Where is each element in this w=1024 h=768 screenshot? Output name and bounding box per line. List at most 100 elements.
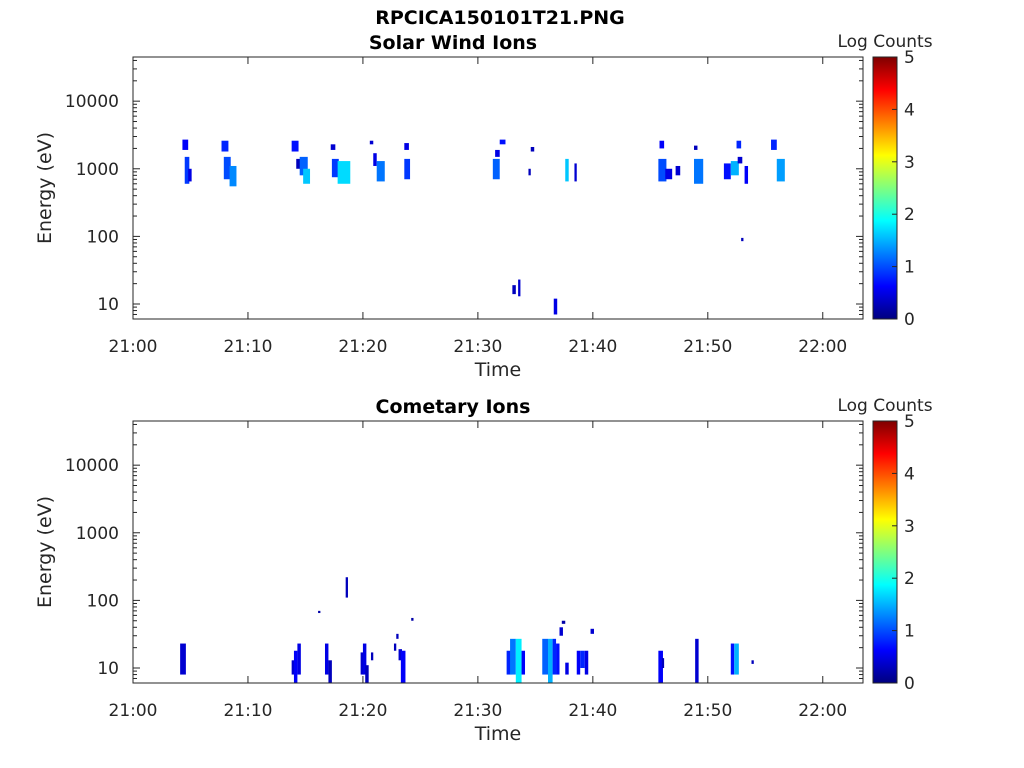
spectrogram-cell: [730, 643, 735, 675]
colorbar: [872, 420, 898, 684]
x-axis-label: Time: [474, 723, 522, 745]
spectrogram-cell: [694, 158, 704, 184]
colorbar-tick-label: 5: [904, 48, 915, 68]
spectrogram-cell: [296, 158, 301, 169]
plot-frame: [132, 56, 864, 320]
colorbar-tick-label: 4: [904, 464, 915, 484]
spectrogram-cell: [331, 158, 339, 178]
spectrogram-cell: [223, 156, 231, 180]
spectrogram-cell: [360, 652, 365, 675]
y-tick-label: 1000: [76, 160, 119, 180]
y-tick-label: 100: [87, 227, 119, 247]
spectrogram-cell: [734, 643, 739, 675]
spectrogram-cell: [398, 649, 403, 661]
x-tick-label: 21:50: [683, 701, 732, 721]
colorbar-tick-label: 5: [904, 412, 915, 432]
x-tick-label: 22:00: [798, 337, 847, 357]
spectrogram-cells: [180, 577, 754, 683]
spectrogram-cell: [751, 660, 754, 664]
y-axis-label: Energy (eV): [34, 496, 56, 608]
spectrogram-cell: [182, 139, 189, 150]
spectrogram-cell: [675, 165, 681, 176]
colorbar-tick-label: 4: [904, 100, 915, 120]
colorbar-tick-label: 0: [904, 310, 915, 330]
spectrogram-cell: [337, 161, 351, 184]
spectrogram-cell: [576, 650, 581, 675]
spectrogram-cell: [548, 638, 553, 683]
spectrogram-cell: [723, 163, 731, 180]
colorbar-tick-label: 2: [904, 205, 915, 225]
spectrogram-cell: [744, 165, 749, 184]
spectrogram-cell: [580, 650, 585, 669]
colorbar-tick-label: 1: [904, 622, 915, 642]
spectrogram-cell: [376, 161, 385, 182]
spectrogram-cell: [694, 145, 698, 150]
spectrogram-cell: [404, 143, 409, 150]
panel-title: Solar Wind Ions: [369, 32, 537, 54]
x-axis-label: Time: [474, 359, 522, 381]
spectrogram-cell: [180, 643, 186, 675]
spectrogram-cell: [736, 140, 742, 149]
spectrogram-cell: [776, 158, 785, 182]
colorbar-tick-label: 2: [904, 569, 915, 589]
spectrogram-cell: [293, 650, 298, 683]
spectrogram-cell: [229, 165, 237, 187]
spectrogram-cell: [553, 298, 558, 315]
spectrogram-cell: [741, 237, 744, 242]
spectrogram-cell: [330, 144, 336, 150]
spectrogram-cell: [506, 650, 513, 675]
spectrogram-cell: [411, 617, 414, 621]
spectrogram-cell: [771, 139, 777, 150]
panel-title: Cometary Ions: [376, 396, 531, 418]
colorbar-tick-label: 3: [904, 153, 915, 173]
spectrogram-cell: [665, 168, 673, 180]
colorbar-tick-label: 1: [904, 258, 915, 278]
spectrogram-cell: [404, 158, 411, 180]
spectrogram-cell: [658, 158, 667, 182]
x-tick-label: 21:20: [338, 337, 387, 357]
spectrogram-cell: [492, 158, 500, 180]
spectrogram-cell: [324, 643, 329, 675]
x-tick-label: 21:20: [338, 701, 387, 721]
spectrogram-cell: [737, 156, 743, 164]
x-tick-label: 21:30: [453, 701, 502, 721]
y-axis-label: Energy (eV): [34, 132, 56, 244]
spectrogram-cell: [659, 140, 665, 149]
spectrogram-cell: [318, 610, 321, 614]
colorbar-tick-label: 3: [904, 517, 915, 537]
y-tick-label: 10000: [65, 456, 119, 476]
spectrogram-cell: [515, 638, 522, 683]
spectrogram-cell: [695, 638, 699, 683]
panel-solar-wind-ions: Solar Wind Ions 21:00 21:10 21:20 21:30 21:40…: [34, 32, 933, 381]
y-tick-label: 100: [87, 591, 119, 611]
spectrogram-cell: [396, 633, 399, 639]
spectrogram-cell: [221, 140, 229, 152]
spectrogram-cell: [561, 620, 566, 624]
spectrogram-cell: [297, 643, 301, 675]
spectrogram-cell: [345, 577, 348, 598]
spectrogram-cell: [542, 638, 549, 675]
y-tick-label: 10000: [65, 92, 119, 112]
x-tick-label: 21:50: [683, 337, 732, 357]
spectrogram-cell: [365, 665, 369, 683]
spectrogram-cell: [369, 140, 374, 145]
spectrogram-cell: [530, 146, 535, 152]
y-tick-label: 1000: [76, 524, 119, 544]
spectrogram-cell: [400, 650, 406, 683]
spectrogram-cell: [521, 650, 526, 675]
spectrogram-cell: [559, 627, 563, 636]
spectrogram-cell: [512, 285, 516, 295]
spectrogram-cell: [510, 638, 516, 675]
spectrogram-cell: [661, 658, 665, 669]
spectrogram-cell: [574, 163, 577, 182]
spectrogram-cell: [565, 158, 569, 182]
x-tick-label: 21:30: [453, 337, 502, 357]
colorbar: [872, 56, 898, 320]
spectrogram-cell: [188, 168, 192, 182]
colorbar-label: Log Counts: [837, 32, 932, 52]
spectrogram-cell: [495, 149, 500, 157]
spectrogram-cell: [584, 650, 589, 675]
spectrogram-cell: [552, 638, 557, 675]
plot-frame: [132, 420, 864, 684]
